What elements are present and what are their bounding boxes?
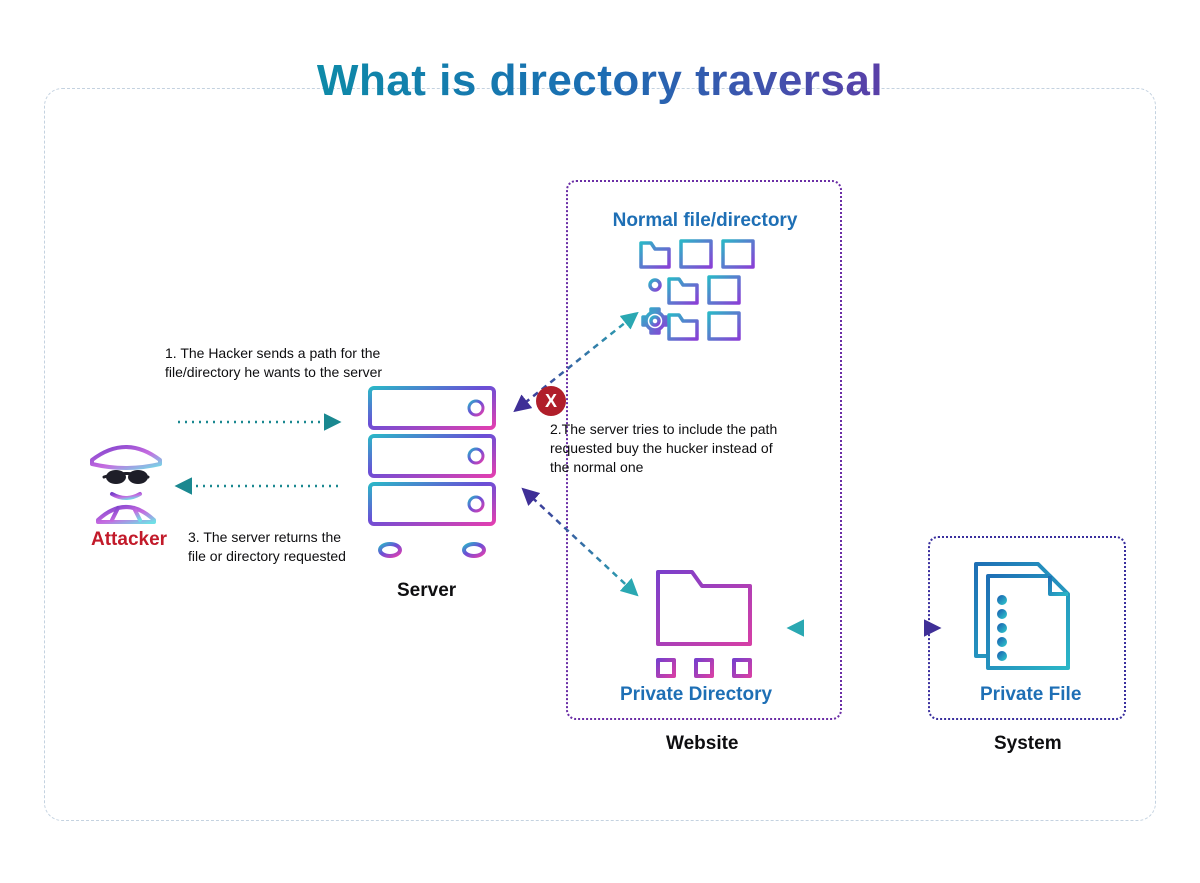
website-label: Website — [666, 733, 739, 755]
attacker-label: Attacker — [91, 529, 167, 551]
blocked-x-badge: X — [536, 386, 566, 416]
normal-dir-icon — [641, 241, 753, 339]
system-label: System — [994, 733, 1062, 755]
step-2-text: 2.The server tries to include the path r… — [550, 420, 820, 477]
arrow-server-normal — [516, 314, 636, 410]
private-file-label: Private File — [980, 684, 1081, 706]
private-dir-icon — [658, 572, 750, 676]
x-badge-text: X — [545, 391, 557, 412]
arrow-server-private — [524, 490, 636, 594]
step-3-text: 3. The server returns the file or direct… — [188, 528, 388, 566]
normal-dir-label: Normal file/directory — [600, 210, 810, 232]
attacker-icon — [86, 447, 166, 522]
server-label: Server — [397, 580, 456, 602]
private-file-icon — [976, 564, 1068, 668]
private-dir-label: Private Directory — [620, 684, 772, 706]
server-icon — [370, 388, 494, 556]
step-1-text: 1. The Hacker sends a path for the file/… — [165, 344, 425, 382]
